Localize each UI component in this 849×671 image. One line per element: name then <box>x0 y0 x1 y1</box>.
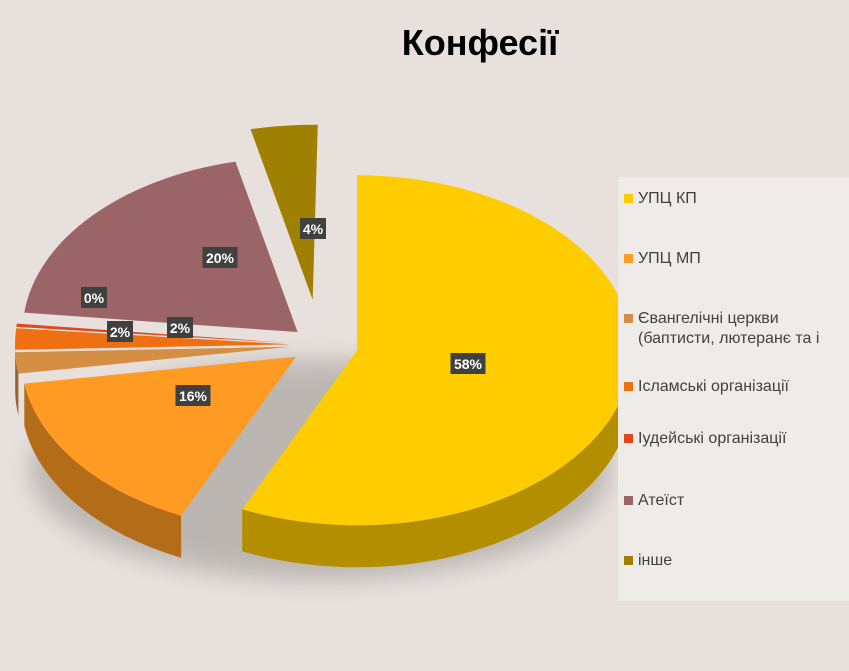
legend-label: Іудейські організації <box>638 430 787 447</box>
legend-item-3: Ісламські організації <box>624 377 789 397</box>
data-label-1: 16% <box>175 385 211 406</box>
pie-slice-side-0 <box>242 350 633 568</box>
pie-slice-0 <box>242 175 633 526</box>
data-label-bg <box>450 353 486 374</box>
pie-slice-1 <box>24 356 297 516</box>
legend: УПЦ КП УПЦ МП Євангелічні церкви (баптисти… <box>618 177 849 601</box>
data-label-text: 58% <box>454 356 483 372</box>
data-label-text: 20% <box>206 250 235 266</box>
pie-slice-4 <box>16 323 291 344</box>
legend-swatch <box>624 434 633 443</box>
pie-slice-2 <box>15 346 291 374</box>
legend-swatch <box>624 496 633 505</box>
legend-item-0: УПЦ КП <box>624 189 697 209</box>
data-label-3: 2% <box>167 317 193 338</box>
legend-swatch <box>624 194 633 203</box>
legend-item-6: інше <box>624 551 672 571</box>
chart-title: Конфесії <box>401 22 559 63</box>
data-label-text: 2% <box>170 320 191 336</box>
legend-swatch <box>624 382 633 391</box>
data-label-4: 0% <box>81 287 107 308</box>
data-label-text: 4% <box>303 221 324 237</box>
legend-item-4: Іудейські організації <box>624 429 786 449</box>
data-label-bg <box>202 247 238 268</box>
data-label-text: 0% <box>84 290 105 306</box>
legend-label: УПЦ МП <box>638 250 701 267</box>
pie-slice-3 <box>15 328 291 350</box>
pie-slice-side-1 <box>24 383 182 558</box>
data-label-bg <box>167 317 193 338</box>
legend-label: Ісламські організації <box>638 378 789 395</box>
pie-slice-6 <box>250 124 318 300</box>
data-label-bg <box>175 385 211 406</box>
data-label-text: 2% <box>110 324 131 340</box>
legend-item-5: Атеїст <box>624 491 684 511</box>
legend-swatch <box>624 314 633 323</box>
legend-swatch <box>624 556 633 565</box>
data-label-6: 4% <box>300 218 326 239</box>
legend-label: УПЦ КП <box>638 190 697 207</box>
data-label-text: 16% <box>179 388 208 404</box>
data-label-bg <box>81 287 107 308</box>
legend-item-2: Євангелічні церкви (баптисти, лютеранє т… <box>624 309 819 349</box>
data-label-bg <box>107 321 133 342</box>
legend-item-1: УПЦ МП <box>624 249 701 269</box>
data-label-2: 2% <box>107 321 133 342</box>
legend-label: Євангелічні церкви (баптисти, лютеранє т… <box>638 310 820 347</box>
data-label-bg <box>300 218 326 239</box>
data-label-5: 20% <box>202 247 238 268</box>
data-label-0: 58% <box>450 353 486 374</box>
pie-slice-5 <box>24 161 298 333</box>
legend-label: інше <box>638 552 673 569</box>
legend-label: Атеїст <box>638 492 685 509</box>
pie-slice-side-2 <box>15 352 19 416</box>
legend-swatch <box>624 254 633 263</box>
